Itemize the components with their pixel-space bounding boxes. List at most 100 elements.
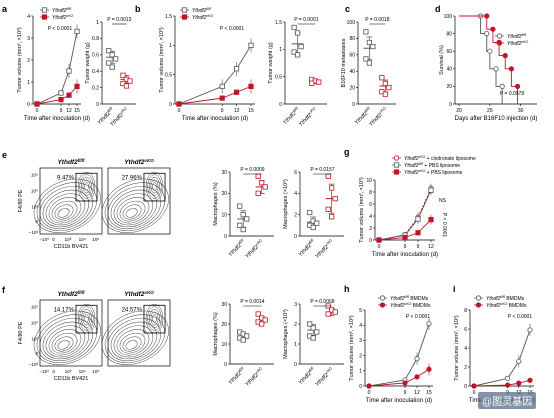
data-point bbox=[310, 325, 316, 331]
flow-title: Ythdf2fl/fl bbox=[57, 158, 85, 167]
density-contour bbox=[104, 314, 165, 363]
y-tick-label: 4 bbox=[294, 191, 297, 197]
data-point bbox=[514, 83, 521, 90]
p-value: P < 0.0001 bbox=[406, 314, 430, 320]
y-tick-label: 10 bbox=[221, 342, 227, 348]
x-tick-label: 12 bbox=[414, 390, 420, 396]
y-tick-label: 1 bbox=[96, 20, 99, 26]
x-axis-label: CD11b BV421 bbox=[54, 376, 89, 382]
density-contour bbox=[51, 332, 78, 354]
y-tick-label: 1.5 bbox=[165, 14, 172, 20]
y-tick-label: 2 bbox=[369, 226, 372, 232]
p-value: P = 0.0078 bbox=[500, 91, 524, 97]
x-axis-label: Time after inoculation (d) bbox=[182, 116, 248, 122]
density-contour bbox=[116, 329, 150, 356]
data-point bbox=[325, 173, 331, 179]
flow-title: Ythdf2cKO bbox=[124, 158, 154, 167]
y-tick-label: 0 bbox=[169, 102, 172, 108]
density-contour bbox=[81, 177, 92, 196]
y-axis-label: Tumor volume (mm³, ×10³) bbox=[454, 315, 460, 381]
panel-letter: c bbox=[345, 4, 350, 14]
legend-marker bbox=[41, 14, 48, 20]
data-point bbox=[106, 60, 112, 66]
data-point bbox=[325, 311, 331, 317]
x-tick-label: 0 bbox=[52, 369, 55, 374]
y-tick-label: 0 bbox=[352, 102, 355, 108]
y-tick-label: 20 bbox=[221, 322, 227, 328]
y-tick-label: 4 bbox=[359, 323, 362, 329]
series-line bbox=[36, 86, 78, 105]
data-point bbox=[366, 60, 373, 66]
x-tick-label: −10³ bbox=[39, 369, 49, 374]
y-tick-label: 10⁴ bbox=[31, 188, 38, 193]
y-tick-label: 1 bbox=[169, 43, 172, 49]
y-tick-label: 2 bbox=[294, 212, 297, 218]
data-point bbox=[240, 226, 246, 233]
data-point bbox=[484, 13, 490, 19]
y-tick-label: 60 bbox=[349, 53, 355, 59]
y-tick-label: −10³ bbox=[29, 230, 39, 235]
density-contour bbox=[147, 306, 162, 331]
y-tick-label: −10³ bbox=[29, 362, 39, 367]
data-point bbox=[34, 101, 40, 107]
y-tick-label: 20 bbox=[446, 84, 452, 90]
y-tick-label: 20 bbox=[221, 191, 227, 197]
y-tick-label: 10 bbox=[221, 212, 227, 218]
y-tick-label: 3 bbox=[359, 338, 362, 344]
x-tick-label: 10³ bbox=[65, 237, 72, 242]
density-contour bbox=[57, 208, 70, 218]
flow-title: Ythdf2fl/fl bbox=[57, 290, 85, 299]
y-tick-label: 2 bbox=[27, 58, 30, 64]
data-point bbox=[127, 78, 133, 84]
y-tick-label: 0 bbox=[294, 234, 297, 240]
x-tick-label: 30 bbox=[518, 108, 524, 114]
series-line bbox=[473, 379, 531, 387]
legend-marker bbox=[393, 162, 400, 168]
flow-frame bbox=[39, 167, 103, 235]
data-point bbox=[248, 83, 254, 89]
density-contour bbox=[82, 311, 91, 326]
y-axis-label: Tumor weight (g) bbox=[85, 42, 91, 84]
x-tick-label: −10³ bbox=[39, 237, 49, 242]
chart-g: 0 2 4 6 8 10 0 6 9 12 Tumor volume (mm³, ×10³) Time… bbox=[359, 155, 476, 258]
density-contour bbox=[152, 182, 157, 191]
y-tick-label: 0 bbox=[96, 102, 99, 108]
y-axis-label: Macrophages (×10³) bbox=[283, 309, 289, 359]
y-tick-label: 0 bbox=[224, 234, 227, 240]
data-point bbox=[176, 101, 182, 107]
panel-letter: b bbox=[135, 4, 141, 14]
legend-entry: Ythdf2cKO bbox=[192, 14, 214, 21]
x-tick-label: 9 bbox=[417, 244, 420, 250]
density-contour bbox=[54, 336, 74, 352]
density-contour bbox=[57, 340, 70, 350]
density-contour bbox=[54, 204, 74, 220]
data-point bbox=[237, 203, 243, 209]
x-tick-label: 0 bbox=[378, 244, 381, 250]
y-tick-label: 30 bbox=[221, 302, 227, 308]
legend-entry: Ythdf2fl/fl BMDMs bbox=[390, 295, 429, 302]
y-tick-label: 4 bbox=[464, 346, 467, 352]
data-point bbox=[233, 89, 240, 95]
flow-f-ko: Ythdf2cKO 24.57% bbox=[101, 290, 171, 367]
x-tick-label: 0 bbox=[52, 237, 55, 242]
series-line bbox=[459, 15, 503, 104]
data-point bbox=[123, 83, 130, 89]
x-tick-label: 6 bbox=[404, 244, 407, 250]
y-axis-label: F4/80 PE bbox=[18, 321, 24, 344]
data-point bbox=[516, 380, 522, 386]
data-point bbox=[244, 333, 250, 339]
y-tick-label: 1.5 bbox=[275, 20, 282, 26]
x-tick-label: 25 bbox=[487, 108, 493, 114]
y-tick-label: 0.5 bbox=[165, 72, 172, 78]
panel-letter: d bbox=[435, 4, 441, 14]
legend-marker bbox=[379, 302, 386, 308]
data-point bbox=[291, 49, 297, 55]
x-tick-label: 9 bbox=[404, 390, 407, 396]
chart-i: 02468091215Tumor volume (mm³, ×10³)Time … bbox=[454, 295, 535, 404]
data-point bbox=[259, 180, 265, 186]
legend-marker bbox=[496, 33, 503, 39]
x-axis-label: CD11b BV421 bbox=[54, 244, 89, 250]
data-point bbox=[508, 66, 515, 72]
